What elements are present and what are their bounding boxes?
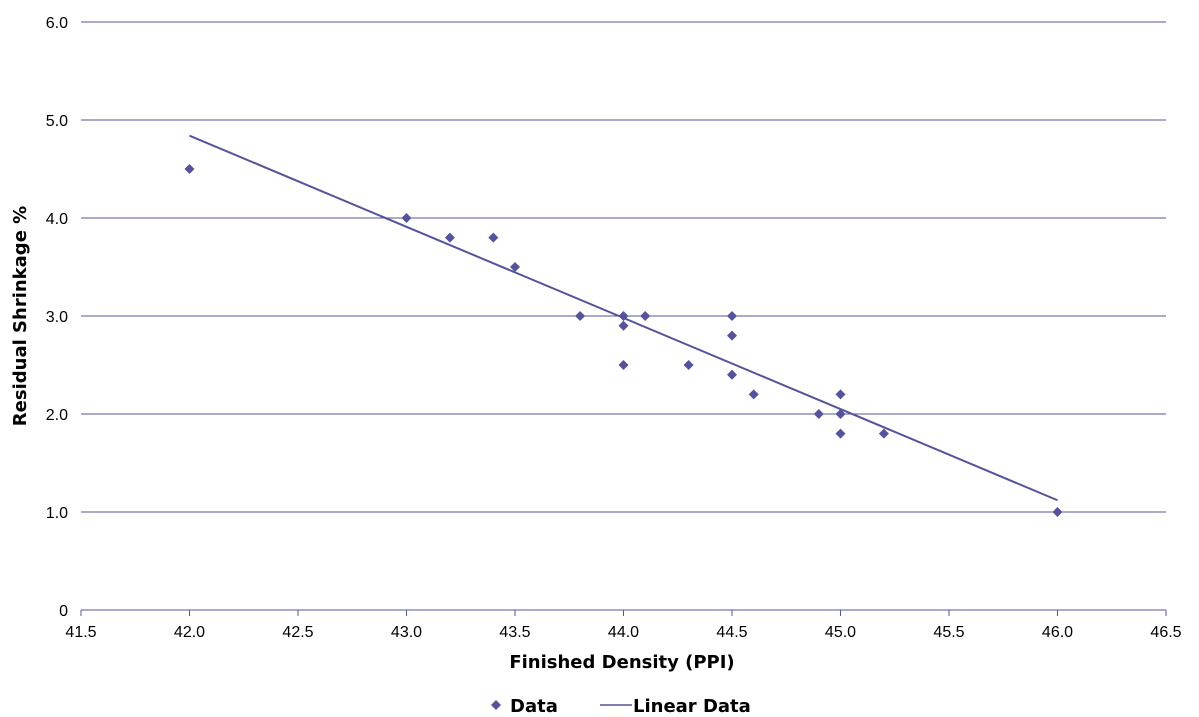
legend: Data Linear Data: [491, 696, 751, 717]
y-tick-label: 3.0: [46, 309, 68, 326]
data-point: [401, 213, 412, 223]
legend-label-linear: Linear Data: [633, 696, 751, 717]
data-point: [683, 360, 694, 370]
gridlines: [81, 21, 1166, 611]
data-point: [835, 409, 846, 419]
data-point: [618, 360, 629, 370]
legend-label-data: Data: [510, 696, 558, 717]
x-tick-label: 45.0: [825, 624, 856, 641]
y-axis-ticks: 0 1.0 2.0 3.0 4.0 5.0 6.0: [46, 15, 68, 620]
x-tick-label: 43.0: [391, 624, 422, 641]
x-tick-label: 42.0: [174, 624, 205, 641]
data-point: [835, 389, 846, 400]
x-tick-label: 43.5: [499, 624, 530, 641]
data-point: [727, 369, 737, 380]
data-point: [878, 428, 889, 439]
data-point: [184, 164, 195, 174]
y-tick-label: 0: [59, 603, 68, 620]
data-point: [640, 311, 651, 321]
x-axis-ticks: 41.5 42.0 42.5 43.0 43.5 44.0 44.5 45.0 45.5 46.0…: [65, 610, 1182, 641]
x-tick-label: 44.5: [716, 624, 747, 641]
x-tick-label: 46.0: [1042, 624, 1073, 641]
data-point: [727, 330, 737, 341]
x-tick-label: 44.0: [608, 624, 639, 641]
data-point: [727, 311, 737, 321]
x-tick-label: 45.5: [933, 624, 964, 641]
y-tick-label: 1.0: [46, 505, 68, 522]
y-tick-label: 5.0: [46, 113, 68, 130]
x-tick-label: 46.5: [1150, 624, 1181, 641]
data-point: [618, 320, 629, 331]
y-tick-label: 2.0: [46, 407, 68, 424]
x-tick-label: 41.5: [65, 624, 96, 641]
data-point: [1052, 507, 1063, 517]
y-tick-label: 4.0: [46, 211, 68, 228]
x-axis-title: Finished Density (PPI): [509, 652, 734, 673]
data-point: [748, 389, 759, 400]
data-point: [444, 232, 455, 243]
data-point: [575, 311, 586, 321]
x-tick-label: 42.5: [282, 624, 313, 641]
data-point: [510, 262, 520, 272]
data-point: [618, 311, 629, 321]
y-axis-title: Residual Shrinkage %: [10, 206, 31, 426]
data-point: [813, 409, 824, 419]
data-point: [488, 232, 499, 243]
legend-marker-data: [491, 700, 501, 710]
data-point: [835, 428, 846, 439]
y-tick-label: 6.0: [46, 15, 68, 32]
data-points: [184, 164, 1063, 517]
